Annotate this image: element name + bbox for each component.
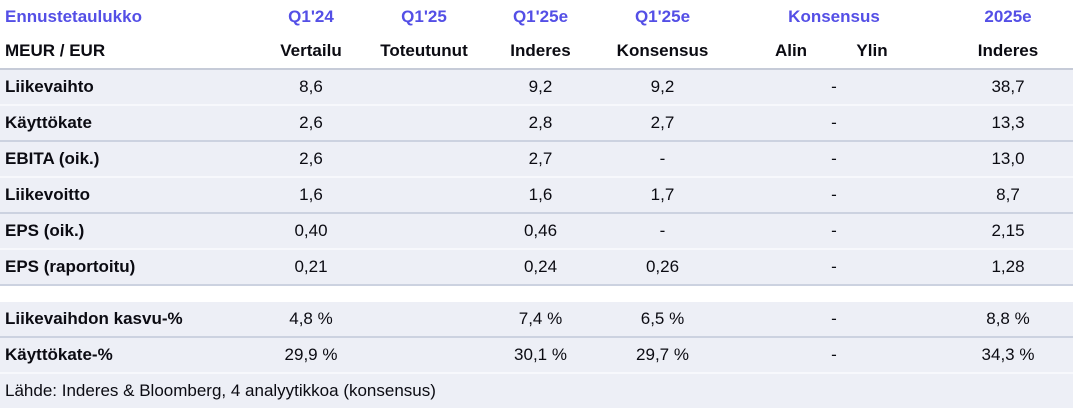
- subheader-konsensus: Konsensus: [616, 41, 709, 60]
- subheader-inderes-2025: Inderes: [977, 41, 1039, 60]
- cell-q1-25e-inderes: 30,1 %: [514, 345, 567, 364]
- table-row-kayttokate-pct: Käyttökate-% 29,9 % 30,1 % 29,7 % - 34,3…: [0, 338, 1073, 374]
- col-header-q1-24: Q1'24: [288, 7, 334, 26]
- source-note: Lähde: Inderes & Bloomberg, 4 analyytikk…: [0, 374, 1073, 408]
- cell-q1-24: 1,6: [299, 185, 323, 204]
- row-label: Käyttökate-%: [5, 345, 113, 364]
- table-row-ebita: EBITA (oik.) 2,6 2,7 - - 13,0: [0, 142, 1073, 178]
- cell-konsensus-range: -: [831, 345, 837, 364]
- table-row-kayttokate: Käyttökate 2,6 2,8 2,7 - 13,3: [0, 106, 1073, 142]
- table-row-liikevaihto: Liikevaihto 8,6 9,2 9,2 - 38,7: [0, 70, 1073, 106]
- cell-q1-25e-inderes: 2,7: [528, 149, 553, 168]
- cell-2025e: 13,0: [991, 149, 1025, 168]
- cell-q1-24: 4,8 %: [289, 309, 333, 328]
- cell-2025e: 38,7: [991, 77, 1025, 96]
- cell-q1-25e-konsensus: 1,7: [650, 185, 675, 204]
- col-header-q1-25e-konsensus: Q1'25e: [634, 7, 691, 26]
- cell-2025e: 2,15: [991, 221, 1025, 240]
- subheader-inderes-q1: Inderes: [510, 41, 571, 60]
- cell-konsensus-range: -: [831, 221, 837, 240]
- cell-q1-25e-konsensus: -: [659, 149, 666, 168]
- cell-konsensus-range: -: [831, 77, 837, 96]
- row-label: EBITA (oik.): [5, 149, 100, 168]
- table-row-eps-raportoitu: EPS (raportoitu) 0,21 0,24 0,26 - 1,28: [0, 250, 1073, 286]
- col-header-2025e: 2025e: [984, 7, 1032, 26]
- cell-konsensus-range: -: [831, 309, 837, 328]
- cell-q1-25e-konsensus: 9,2: [650, 77, 675, 96]
- cell-2025e: 8,7: [996, 185, 1020, 204]
- row-label: Liikevoitto: [5, 185, 91, 204]
- cell-q1-24: 2,6: [299, 113, 323, 132]
- cell-q1-25e-inderes: 9,2: [528, 77, 553, 96]
- cell-q1-25e-konsensus: 2,7: [650, 113, 675, 132]
- cell-q1-25e-konsensus: 6,5 %: [640, 309, 685, 328]
- cell-q1-24: 2,6: [299, 149, 323, 168]
- subheader-alin: Alin: [774, 41, 808, 60]
- cell-q1-24: 29,9 %: [284, 345, 338, 364]
- table-row-eps-oik: EPS (oik.) 0,40 0,46 - - 2,15: [0, 214, 1073, 250]
- subheader-toteutunut: Toteutunut: [380, 41, 468, 60]
- col-header-konsensus-range: Konsensus: [788, 7, 880, 26]
- table-header-periods: Ennustetaulukko Q1'24 Q1'25 Q1'25e Q1'25…: [0, 0, 1073, 34]
- cell-2025e: 8,8 %: [986, 309, 1030, 328]
- cell-q1-25e-konsensus: -: [659, 221, 666, 240]
- unit-label: MEUR / EUR: [5, 41, 106, 60]
- cell-konsensus-range: -: [831, 113, 837, 132]
- cell-2025e: 34,3 %: [981, 345, 1035, 364]
- cell-q1-25e-inderes: 0,46: [523, 221, 558, 240]
- section-spacer: [0, 286, 1079, 302]
- cell-konsensus-range: -: [831, 149, 837, 168]
- cell-q1-25e-konsensus: 0,26: [645, 257, 680, 276]
- row-label: Liikevaihto: [5, 77, 94, 96]
- cell-2025e: 13,3: [991, 113, 1025, 132]
- cell-2025e: 1,28: [991, 257, 1025, 276]
- cell-q1-25e-inderes: 7,4 %: [518, 309, 563, 328]
- row-label: Käyttökate: [5, 113, 92, 132]
- cell-konsensus-range: -: [831, 257, 837, 276]
- row-label: Liikevaihdon kasvu-%: [5, 309, 183, 328]
- table-row-liikevoitto: Liikevoitto 1,6 1,6 1,7 - 8,7: [0, 178, 1073, 214]
- subheader-ylin: Ylin: [856, 41, 888, 60]
- table-title: Ennustetaulukko: [5, 7, 142, 26]
- cell-q1-25e-konsensus: 29,7 %: [636, 345, 689, 364]
- subheader-vertailu: Vertailu: [280, 41, 342, 60]
- cell-q1-25e-inderes: 2,8: [528, 113, 553, 132]
- table-row-liikevaihdon-kasvu: Liikevaihdon kasvu-% 4,8 % 7,4 % 6,5 % -…: [0, 302, 1073, 338]
- col-header-q1-25: Q1'25: [401, 7, 447, 26]
- row-label: EPS (oik.): [5, 221, 85, 240]
- col-header-q1-25e-inderes: Q1'25e: [512, 7, 569, 26]
- cell-q1-25e-inderes: 1,6: [528, 185, 553, 204]
- cell-q1-24: 0,40: [294, 221, 328, 240]
- cell-q1-25e-inderes: 0,24: [523, 257, 558, 276]
- cell-q1-24: 8,6: [299, 77, 323, 96]
- subheader-alin-ylin: Alin Ylin: [725, 41, 943, 61]
- table-header-sources: MEUR / EUR Vertailu Toteutunut Inderes K…: [0, 34, 1073, 70]
- cell-q1-24: 0,21: [294, 257, 328, 276]
- cell-konsensus-range: -: [831, 185, 837, 204]
- row-label: EPS (raportoitu): [5, 257, 136, 276]
